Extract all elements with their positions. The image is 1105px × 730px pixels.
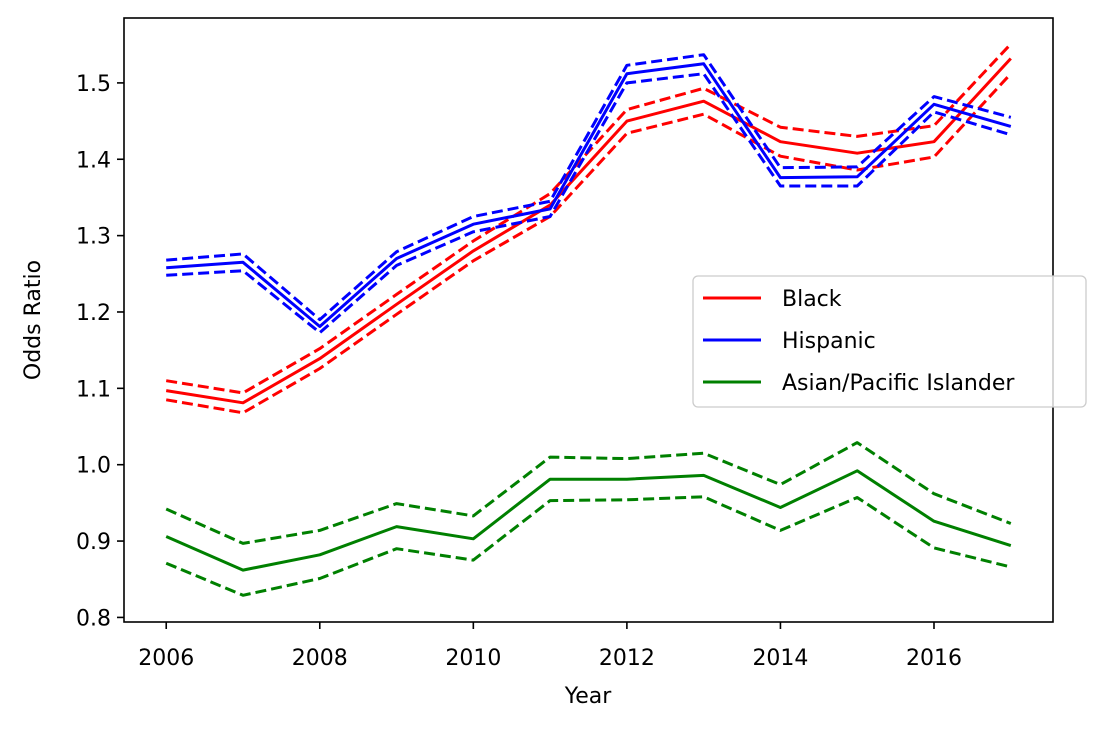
axis-layer: 2006 2008 2010 2012 2014 2016 0.8 0.9 1.0 1.1 1.2 1… xyxy=(76,72,962,671)
y-tick-label-1.5: 1.5 xyxy=(76,72,111,97)
series-layer xyxy=(165,42,1012,597)
x-tick-label-2006: 2006 xyxy=(138,646,194,671)
series-asian-pacific-islander-lower-bound xyxy=(165,495,1012,597)
y-tick-label-1.3: 1.3 xyxy=(76,225,111,250)
y-tick-label-1.0: 1.0 xyxy=(76,454,111,479)
series-hispanic-lower-bound xyxy=(166,72,1012,335)
x-tick-label-2016: 2016 xyxy=(906,646,962,671)
y-tick-label-1.4: 1.4 xyxy=(76,148,111,173)
series-asian-pacific-islander-line xyxy=(165,469,1012,572)
y-tick-label-1.1: 1.1 xyxy=(76,377,111,402)
series-black-line xyxy=(165,57,1012,405)
series-asian-pacific-islander-upper-bound xyxy=(165,441,1012,545)
y-tick-label-0.8: 0.8 xyxy=(76,606,111,631)
x-tick-label-2012: 2012 xyxy=(599,646,655,671)
x-tick-label-2014: 2014 xyxy=(752,646,808,671)
legend-label-black: Black xyxy=(782,287,842,312)
x-tick-label-2008: 2008 xyxy=(292,646,348,671)
y-axis-label: Odds Ratio xyxy=(21,260,46,380)
series-hispanic-upper-bound xyxy=(166,53,1012,322)
legend-frame xyxy=(692,275,1087,408)
series-black-lower-bound xyxy=(165,72,1012,415)
legend: Black Hispanic Asian/Pacific Islander xyxy=(692,275,1087,408)
y-tick-label-0.9: 0.9 xyxy=(76,530,111,555)
series-hispanic-line xyxy=(166,62,1012,328)
x-axis-label: Year xyxy=(564,684,613,709)
x-tick-label-2010: 2010 xyxy=(445,646,501,671)
y-tick-label-1.2: 1.2 xyxy=(76,301,111,326)
legend-label-hispanic: Hispanic xyxy=(782,329,876,354)
legend-label-asian-pacific-islander: Asian/Pacific Islander xyxy=(782,371,1015,396)
